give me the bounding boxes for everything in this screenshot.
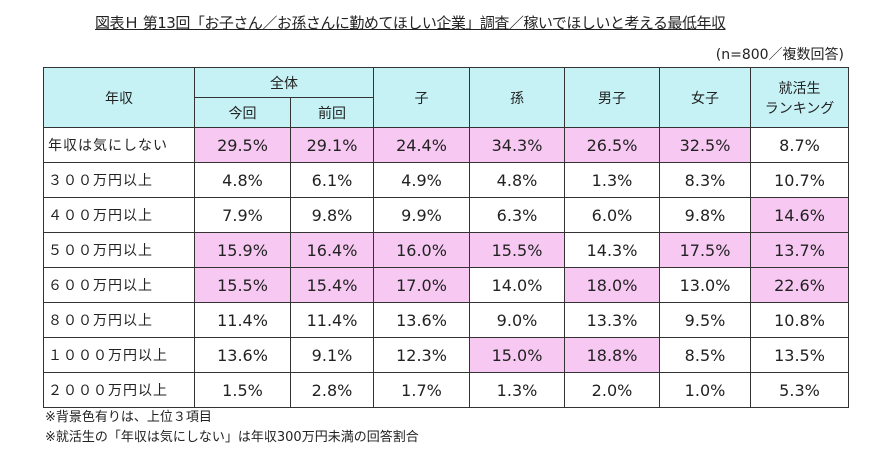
value-cell: 13.7% — [750, 232, 849, 268]
value-cell: 15.9% — [194, 232, 291, 268]
row-label: ２０００万円以上 — [43, 372, 195, 408]
row-label: ６００万円以上 — [43, 267, 195, 303]
value-cell: 32.5% — [659, 127, 751, 163]
value-cell: 24.4% — [373, 127, 470, 163]
table-row: １０００万円以上 13.6% 9.1% 12.3% 15.0% 18.8% 8.5% 13.5… — [43, 337, 849, 373]
row-label: ８００万円以上 — [43, 302, 195, 338]
value-cell: 14.6% — [750, 197, 849, 233]
value-cell: 26.5% — [564, 127, 660, 163]
value-cell: 13.5% — [750, 337, 849, 373]
row-label: １０００万円以上 — [43, 337, 195, 373]
footnote-1: ※背景色有りは、上位３項目 — [45, 410, 212, 425]
value-cell: 18.8% — [564, 337, 660, 373]
value-cell: 17.5% — [659, 232, 751, 268]
value-cell: 22.6% — [750, 267, 849, 303]
value-cell: 9.5% — [659, 302, 751, 338]
value-cell: 9.9% — [373, 197, 470, 233]
value-cell: 11.4% — [290, 302, 374, 338]
table-row: ６００万円以上 15.5% 15.4% 17.0% 14.0% 18.0% 13.0% 22.… — [43, 267, 849, 303]
value-cell: 16.4% — [290, 232, 374, 268]
value-cell: 5.3% — [750, 372, 849, 408]
value-cell: 8.7% — [750, 127, 849, 163]
value-cell: 9.0% — [469, 302, 565, 338]
value-cell: 13.0% — [659, 267, 751, 303]
header-job-seeker-line1: 就活生 — [778, 80, 821, 97]
row-label: 年収は気にしない — [43, 127, 195, 163]
value-cell: 13.6% — [373, 302, 470, 338]
header-job-seeker: 就活生 ランキング — [750, 67, 849, 128]
value-cell: 29.5% — [194, 127, 291, 163]
value-cell: 6.3% — [469, 197, 565, 233]
header-child: 子 — [373, 67, 470, 128]
value-cell: 34.3% — [469, 127, 565, 163]
value-cell: 1.0% — [659, 372, 751, 408]
header-job-seeker-line2: ランキング — [764, 100, 835, 117]
header-overall: 全体 — [194, 67, 374, 98]
header-current: 今回 — [194, 97, 291, 128]
value-cell: 15.5% — [194, 267, 291, 303]
table-row: ８００万円以上 11.4% 11.4% 13.6% 9.0% 13.3% 9.5% 10.8% — [43, 302, 849, 338]
value-cell: 17.0% — [373, 267, 470, 303]
value-cell: 13.6% — [194, 337, 291, 373]
value-cell: 4.9% — [373, 162, 470, 198]
value-cell: 14.3% — [564, 232, 660, 268]
value-cell: 9.1% — [290, 337, 374, 373]
value-cell: 6.1% — [290, 162, 374, 198]
value-cell: 15.0% — [469, 337, 565, 373]
value-cell: 9.8% — [659, 197, 751, 233]
value-cell: 4.8% — [469, 162, 565, 198]
value-cell: 8.5% — [659, 337, 751, 373]
table-row: ４００万円以上 7.9% 9.8% 9.9% 6.3% 6.0% 9.8% 14.6% — [43, 197, 849, 233]
value-cell: 16.0% — [373, 232, 470, 268]
row-label: ５００万円以上 — [43, 232, 195, 268]
value-cell: 1.5% — [194, 372, 291, 408]
header-female: 女子 — [659, 67, 751, 128]
value-cell: 14.0% — [469, 267, 565, 303]
value-cell: 7.9% — [194, 197, 291, 233]
value-cell: 1.7% — [373, 372, 470, 408]
value-cell: 11.4% — [194, 302, 291, 338]
value-cell: 9.8% — [290, 197, 374, 233]
income-table: 年収 全体 子 孫 男子 女子 就活生 ランキング 今回 前回 年収は気にしない… — [43, 67, 849, 408]
value-cell: 15.4% — [290, 267, 374, 303]
value-cell: 10.7% — [750, 162, 849, 198]
value-cell: 6.0% — [564, 197, 660, 233]
row-label: ３００万円以上 — [43, 162, 195, 198]
header-grandchild: 孫 — [469, 67, 565, 128]
table-row: 年収は気にしない 29.5% 29.1% 24.4% 34.3% 26.5% 32.5% 8.… — [43, 127, 849, 163]
value-cell: 1.3% — [469, 372, 565, 408]
value-cell: 1.3% — [564, 162, 660, 198]
value-cell: 4.8% — [194, 162, 291, 198]
figure-title: 図表Ｈ 第13回「お子さん／お孫さんに勤めてほしい企業」調査／稼いでほしいと考え… — [95, 14, 726, 32]
table-row: ３００万円以上 4.8% 6.1% 4.9% 4.8% 1.3% 8.3% 10.7% — [43, 162, 849, 198]
value-cell: 2.8% — [290, 372, 374, 408]
value-cell: 15.5% — [469, 232, 565, 268]
value-cell: 10.8% — [750, 302, 849, 338]
value-cell: 18.0% — [564, 267, 660, 303]
header-previous: 前回 — [290, 97, 374, 128]
table-row: ２０００万円以上 1.5% 2.8% 1.7% 1.3% 2.0% 1.0% 5.3% — [43, 372, 849, 408]
value-cell: 29.1% — [290, 127, 374, 163]
value-cell: 8.3% — [659, 162, 751, 198]
sample-note: (n=800／複数回答) — [715, 47, 844, 63]
value-cell: 2.0% — [564, 372, 660, 408]
header-male: 男子 — [564, 67, 660, 128]
row-label: ４００万円以上 — [43, 197, 195, 233]
footnote-2: ※就活生の「年収は気にしない」は年収300万円未満の回答割合 — [45, 430, 419, 445]
header-income: 年収 — [43, 67, 195, 128]
value-cell: 12.3% — [373, 337, 470, 373]
table-row: ５００万円以上 15.9% 16.4% 16.0% 15.5% 14.3% 17.5% 13.… — [43, 232, 849, 268]
value-cell: 13.3% — [564, 302, 660, 338]
